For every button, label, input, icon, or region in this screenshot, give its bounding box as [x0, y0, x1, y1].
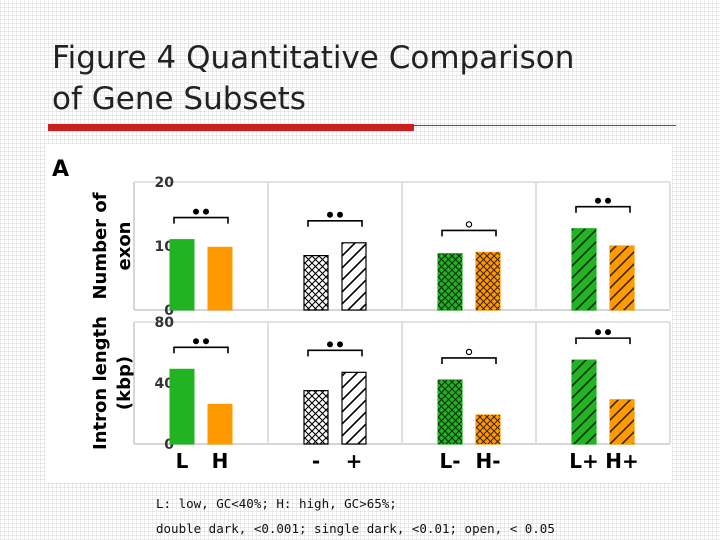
significance-marker — [465, 221, 473, 228]
x-tick-label: - — [312, 449, 320, 473]
bar-pattern — [572, 228, 596, 310]
slide-title: Figure 4 Quantitative Comparison of Gene… — [52, 38, 672, 120]
caption-significance: double dark, <0.001; single dark, <0.01;… — [156, 521, 555, 536]
significance-marker — [193, 338, 199, 345]
bar-pattern — [610, 246, 634, 310]
y-axis-label: (kbp) — [114, 356, 135, 410]
x-tick-label: H+ — [605, 449, 639, 473]
bar-pattern — [476, 252, 500, 310]
y-tick-label: 10 — [155, 239, 175, 255]
bar — [207, 403, 233, 445]
significance-marker — [337, 211, 343, 218]
bar-pattern — [610, 399, 634, 444]
significance-bracket — [441, 229, 497, 237]
significance-bracket — [441, 357, 497, 364]
x-tick-label: + — [346, 449, 363, 473]
significance-bracket — [173, 216, 229, 224]
significance-marker — [193, 208, 199, 215]
significance-marker — [595, 197, 601, 204]
x-tick-label: H — [212, 449, 229, 473]
bar-pattern — [572, 360, 596, 444]
x-tick-label: L+ — [569, 449, 599, 473]
title-divider-line — [414, 125, 676, 126]
title-line-2: of Gene Subsets — [52, 81, 306, 117]
bar — [207, 246, 233, 311]
significance-bracket — [307, 349, 363, 357]
significance-marker — [327, 341, 333, 348]
bar-pattern — [438, 253, 462, 310]
x-tick-label: H- — [475, 449, 500, 473]
figure-panel: A 0 10 20 Number of exon 0 40 80 Intron length (kb… — [46, 144, 672, 482]
significance-marker — [595, 329, 601, 336]
significance-marker — [605, 197, 611, 204]
significance-marker — [337, 341, 343, 348]
y-tick-label: 20 — [155, 175, 175, 191]
bar-chart: A 0 10 20 Number of exon 0 40 80 Intron length (kb… — [52, 157, 671, 473]
y-tick-label: 80 — [155, 315, 175, 331]
significance-marker — [327, 211, 333, 218]
title-line-1: Figure 4 Quantitative Comparison — [52, 40, 575, 76]
significance-bracket — [173, 346, 229, 354]
y-tick-label: 0 — [164, 437, 174, 453]
significance-bracket — [575, 337, 631, 345]
significance-marker — [465, 348, 473, 356]
significance-bracket — [575, 205, 631, 213]
bar-pattern — [304, 255, 328, 310]
bar-pattern — [476, 415, 500, 444]
y-axis-label: exon — [114, 222, 135, 271]
caption-legend: L: low, GC<40%; H: high, GC>65%; — [156, 496, 397, 511]
x-tick-label: L- — [439, 449, 460, 473]
bar-pattern — [342, 372, 366, 444]
bar-pattern — [342, 242, 366, 310]
bar-pattern — [438, 379, 462, 444]
y-axis-label: Intron length — [90, 316, 111, 450]
y-tick-label: 40 — [155, 376, 175, 392]
significance-bracket — [307, 220, 363, 227]
bar — [169, 368, 195, 445]
significance-marker — [605, 329, 611, 336]
significance-marker — [203, 208, 209, 215]
bar — [169, 239, 195, 311]
significance-marker — [203, 338, 209, 345]
y-tick-label: 0 — [164, 303, 174, 319]
y-axis-label: Number of — [90, 192, 111, 299]
title-accent-bar — [48, 124, 414, 131]
bar-pattern — [304, 390, 328, 444]
x-tick-label: L — [176, 449, 189, 473]
panel-label: A — [52, 157, 69, 182]
